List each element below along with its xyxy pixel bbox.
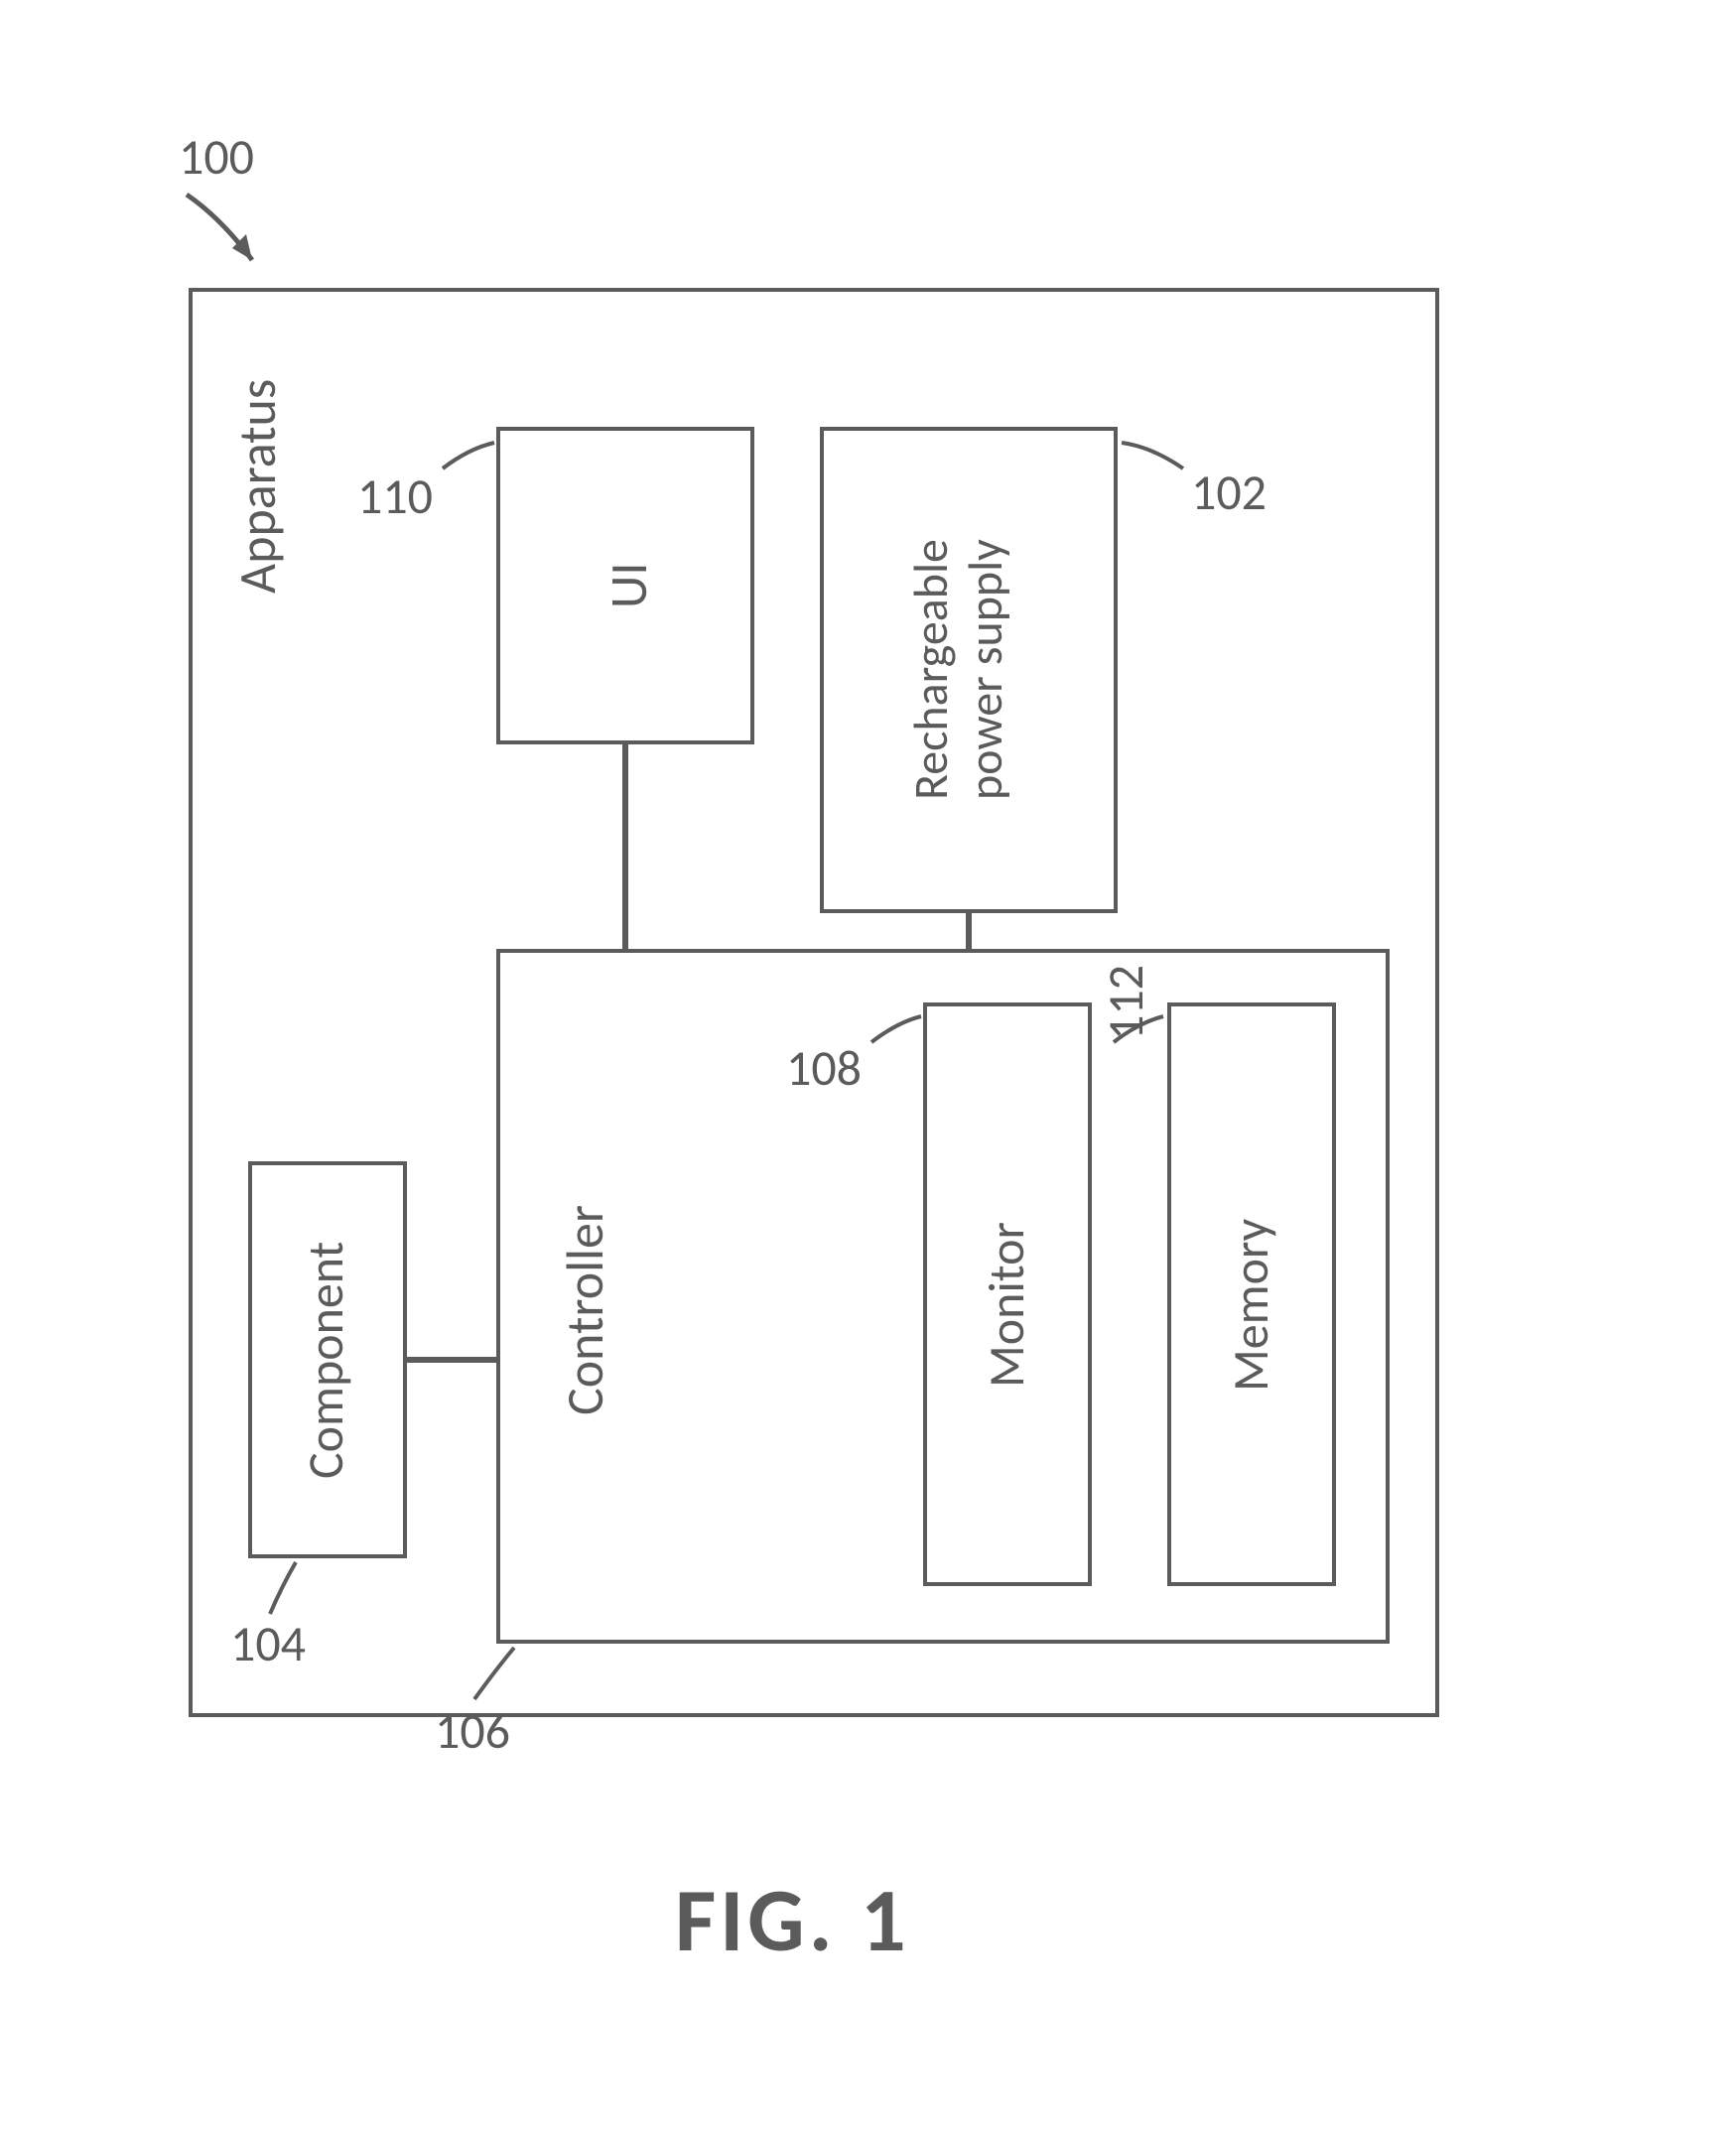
apparatus-label: Apparatus <box>228 337 288 635</box>
ui-ref: 110 <box>357 468 433 526</box>
memory-ref: 112 <box>1098 965 1155 1040</box>
component-label: Component <box>298 1201 355 1519</box>
memory-label: Memory <box>1223 1191 1280 1419</box>
ref-100-arrow <box>167 189 276 278</box>
component-ref-leader <box>266 1558 316 1618</box>
connector-component-controller <box>407 1357 496 1363</box>
figure-label: FIG. 1 <box>675 1866 910 1975</box>
monitor-ref: 108 <box>786 1040 862 1098</box>
connector-power-controller <box>966 913 972 949</box>
monitor-label: Monitor <box>979 1191 1036 1419</box>
ui-ref-leader <box>439 435 498 474</box>
controller-ref-leader <box>468 1644 524 1703</box>
power-supply-ref: 102 <box>1191 465 1267 522</box>
controller-ref: 106 <box>435 1703 510 1761</box>
ref-100: 100 <box>179 129 254 187</box>
connector-ui-controller <box>622 744 628 949</box>
diagram-stage: 100 Apparatus UI 110 Rechargeable power … <box>0 0 1736 2132</box>
power-supply-ref-leader <box>1118 435 1187 474</box>
controller-label: Controller <box>556 1161 615 1459</box>
power-supply-label: Rechargeable power supply <box>903 466 1012 873</box>
monitor-ref-leader <box>868 1008 925 1048</box>
component-ref: 104 <box>230 1616 306 1673</box>
ui-label: UI <box>600 536 659 635</box>
